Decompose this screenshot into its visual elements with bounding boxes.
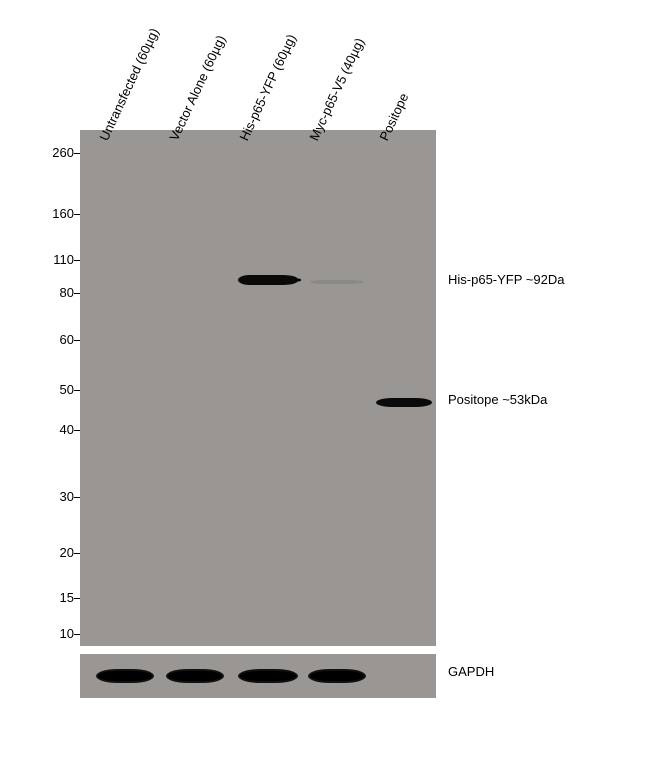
marker-40: 40 [0, 422, 74, 437]
marker-tick-10 [74, 634, 80, 635]
marker-tick-20 [74, 553, 80, 554]
marker-tick-50 [74, 390, 80, 391]
western-blot-figure: Untransfected (60µg) Vector Alone (60µg)… [0, 0, 650, 757]
marker-tick-30 [74, 497, 80, 498]
label-positope: Positope ~53kDa [448, 392, 547, 407]
marker-tick-160 [74, 214, 80, 215]
marker-80: 80 [0, 285, 74, 300]
gapdh-band-2 [166, 669, 224, 683]
marker-tick-60 [74, 340, 80, 341]
marker-20: 20 [0, 545, 74, 560]
gapdh-band-3 [238, 669, 298, 683]
band-myc-p65-v5-faint [310, 280, 364, 284]
band-his-p65-yfp [238, 275, 298, 285]
gapdh-band-4 [308, 669, 366, 683]
label-gapdh: GAPDH [448, 664, 494, 679]
marker-10: 10 [0, 626, 74, 641]
marker-tick-15 [74, 598, 80, 599]
label-his-p65-yfp: His-p65-YFP ~92Da [448, 272, 564, 287]
lane-label-2: Vector Alone (60µg) [166, 33, 228, 143]
marker-160: 160 [0, 206, 74, 221]
main-blot-region [80, 130, 436, 646]
marker-110: 110 [0, 252, 74, 267]
lane-label-1: Untransfected (60µg) [96, 26, 161, 143]
lane-label-4: Myc-p65-V5 (40µg) [306, 36, 367, 143]
marker-15: 15 [0, 590, 74, 605]
marker-tick-40 [74, 430, 80, 431]
marker-tick-110 [74, 260, 80, 261]
lane-label-3: His-p65-YFP (60µg) [236, 32, 298, 143]
gapdh-band-1 [96, 669, 154, 683]
marker-260: 260 [0, 145, 74, 160]
marker-60: 60 [0, 332, 74, 347]
marker-30: 30 [0, 489, 74, 504]
marker-tick-80 [74, 293, 80, 294]
marker-50: 50 [0, 382, 74, 397]
marker-tick-260 [74, 153, 80, 154]
band-positope [376, 398, 432, 407]
